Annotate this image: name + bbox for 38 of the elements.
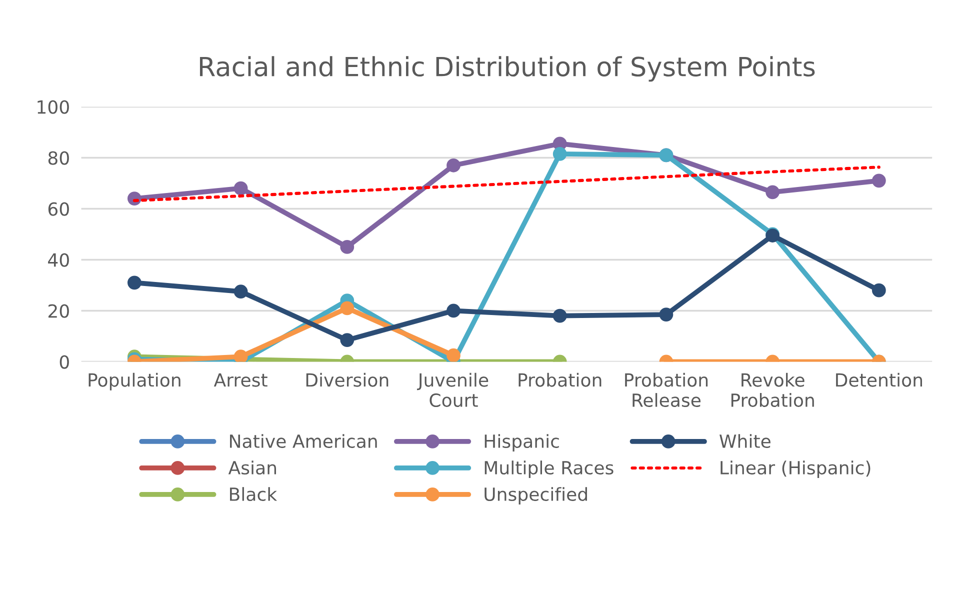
y-tick-label: 20 [48, 304, 69, 318]
point [340, 301, 354, 316]
y-tick-label: 100 [38, 100, 69, 114]
y-tick-label: 60 [48, 202, 69, 216]
x-tick-label: Probation [518, 372, 602, 387]
y-tick-label: 40 [48, 253, 69, 267]
legend-label: Native American [230, 434, 377, 448]
point [552, 146, 567, 161]
point [234, 181, 248, 196]
x-tick-label: Arrest [214, 373, 268, 387]
x-tick-label: Population [88, 372, 180, 390]
point [127, 276, 142, 290]
y-tick-label: 0 [60, 355, 69, 369]
legend-label: Hispanic [484, 434, 559, 452]
legend-label: Asian [228, 460, 276, 475]
x-tick-label: Diversion [306, 372, 388, 387]
legend-label: Black [230, 487, 278, 502]
point [872, 174, 886, 188]
x-tick-label: Probation Release [625, 372, 708, 408]
point [234, 350, 248, 362]
legend-label: Multiple Races [484, 460, 614, 478]
y-tick-label: 80 [48, 151, 69, 165]
point [552, 308, 567, 323]
point [340, 240, 354, 254]
point [446, 304, 460, 318]
x-tick-label: Detention [836, 372, 922, 387]
x-tick-label: Revoke Probation [731, 372, 814, 408]
x-tick-label: Juvenile Court [416, 372, 488, 408]
legend-label: Linear (Hispanic) [720, 460, 870, 478]
legend-label: White [720, 434, 770, 448]
point [766, 185, 780, 200]
point [872, 283, 886, 298]
point [340, 333, 354, 347]
legend-label: Unspecified [484, 487, 587, 505]
chart-title: Racial and Ethnic Distribution of System Points [200, 56, 815, 82]
point [659, 308, 674, 322]
point [446, 158, 460, 172]
point [234, 284, 248, 299]
